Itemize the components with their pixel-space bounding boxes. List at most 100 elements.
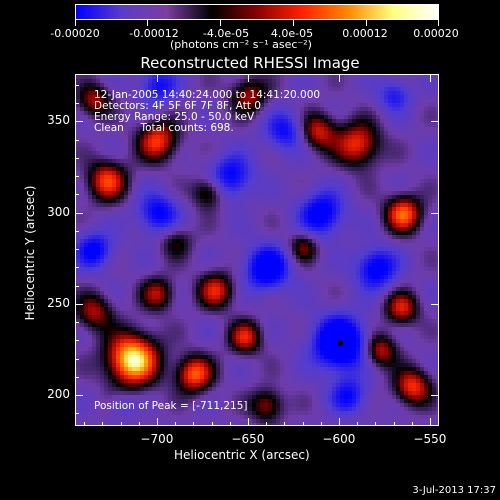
heatmap-cell <box>276 275 280 279</box>
heatmap-cell <box>140 107 144 111</box>
heatmap-cell <box>148 255 152 259</box>
heatmap-cell <box>324 87 328 91</box>
heatmap-cell <box>228 283 232 287</box>
heatmap-cell <box>356 155 360 159</box>
heatmap-cell <box>376 163 380 167</box>
heatmap-cell <box>76 171 80 175</box>
heatmap-cell <box>200 287 204 291</box>
heatmap-cell <box>248 151 252 155</box>
heatmap-cell <box>288 107 292 111</box>
heatmap-cell <box>176 155 180 159</box>
heatmap-cell <box>304 223 308 227</box>
heatmap-cell <box>108 111 112 115</box>
heatmap-cell <box>180 159 184 163</box>
heatmap-cell <box>112 159 116 163</box>
heatmap-cell <box>292 235 296 239</box>
heatmap-cell <box>264 99 268 103</box>
heatmap-cell <box>164 151 168 155</box>
heatmap-cell <box>244 167 248 171</box>
heatmap-cell <box>404 139 408 143</box>
heatmap-cell <box>124 139 128 143</box>
heatmap-cell <box>316 223 320 227</box>
heatmap-cell <box>128 235 132 239</box>
heatmap-cell <box>136 99 140 103</box>
heatmap-cell <box>256 163 260 167</box>
heatmap-cell <box>248 247 252 251</box>
heatmap-cell <box>404 283 408 287</box>
heatmap-cell <box>92 171 96 175</box>
heatmap-cell <box>180 143 184 147</box>
heatmap-cell <box>188 259 192 263</box>
heatmap-cell <box>320 171 324 175</box>
heatmap-cell <box>360 175 364 179</box>
heatmap-cell <box>344 139 348 143</box>
heatmap-cell <box>352 163 356 167</box>
heatmap-cell <box>152 111 156 115</box>
heatmap-cell <box>256 231 260 235</box>
heatmap-cell <box>160 283 164 287</box>
heatmap-cell <box>352 111 356 115</box>
heatmap-cell <box>240 251 244 255</box>
heatmap-cell <box>364 287 368 291</box>
heatmap-cell <box>328 219 332 223</box>
heatmap-cell <box>292 135 296 139</box>
heatmap-cell <box>188 287 192 291</box>
heatmap-cell <box>284 283 288 287</box>
heatmap-cell <box>248 115 252 119</box>
heatmap-cell <box>408 235 412 239</box>
heatmap-cell <box>112 239 116 243</box>
heatmap-cell <box>188 255 192 259</box>
heatmap-cell <box>436 255 438 259</box>
heatmap-cell <box>428 231 432 235</box>
heatmap-cell <box>136 187 140 191</box>
heatmap-cell <box>244 183 248 187</box>
heatmap-cell <box>180 103 184 107</box>
heatmap-cell <box>408 127 412 131</box>
heatmap-cell <box>420 183 424 187</box>
heatmap-cell <box>416 87 420 91</box>
heatmap-cell <box>128 215 132 219</box>
heatmap-cell <box>436 227 438 231</box>
heatmap-cell <box>432 247 436 251</box>
heatmap-cell <box>228 151 232 155</box>
heatmap-cell <box>328 163 332 167</box>
heatmap-cell <box>436 111 438 115</box>
heatmap-cell <box>288 219 292 223</box>
heatmap-cell <box>88 203 92 207</box>
heatmap-cell <box>92 195 96 199</box>
heatmap-cell <box>168 131 172 135</box>
heatmap-cell <box>296 267 300 271</box>
heatmap-cell <box>152 119 156 123</box>
heatmap-cell <box>312 287 316 291</box>
heatmap-cell <box>300 143 304 147</box>
heatmap-cell <box>304 191 308 195</box>
heatmap-cell <box>188 243 192 247</box>
heatmap-cell <box>224 163 228 167</box>
heatmap-cell <box>264 103 268 107</box>
heatmap-cell <box>328 275 332 279</box>
heatmap-cell <box>284 163 288 167</box>
heatmap-cell <box>200 291 204 295</box>
heatmap-cell <box>328 143 332 147</box>
heatmap-cell <box>288 187 292 191</box>
heatmap-cell <box>332 235 336 239</box>
heatmap-cell <box>124 231 128 235</box>
heatmap-cell <box>328 167 332 171</box>
heatmap-cell <box>92 243 96 247</box>
heatmap-cell <box>260 111 264 115</box>
heatmap-cell <box>420 107 424 111</box>
heatmap-cell <box>308 143 312 147</box>
heatmap-cell <box>360 271 364 275</box>
heatmap-cell <box>160 143 164 147</box>
heatmap-cell <box>80 87 84 91</box>
heatmap-cell <box>184 83 188 87</box>
heatmap-cell <box>288 183 292 187</box>
heatmap-cell <box>208 143 212 147</box>
heatmap-cell <box>296 151 300 155</box>
heatmap-cell <box>344 231 348 235</box>
heatmap-cell <box>384 99 388 103</box>
heatmap-cell <box>388 239 392 243</box>
heatmap-cell <box>416 223 420 227</box>
heatmap-cell <box>236 211 240 215</box>
heatmap-cell <box>156 159 160 163</box>
